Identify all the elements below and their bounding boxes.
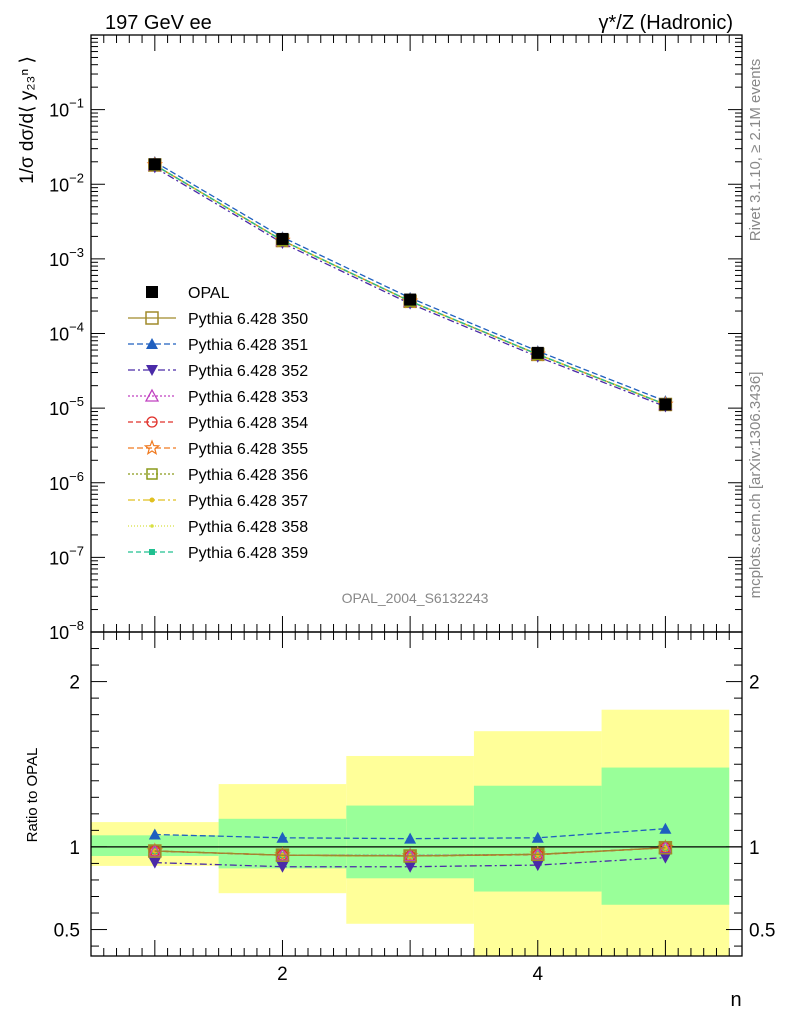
legend-entry-5: Pythia 6.428 354 [128,415,308,432]
ratio-point-1-2 [275,848,290,862]
main-ytick-label-4: 10−4 [49,320,84,345]
legend-entry-6: Pythia 6.428 355 [128,439,308,458]
rivet-label: Rivet 3.1.10, ≥ 2.1M events [747,59,764,242]
legend-entry-10: Pythia 6.428 359 [128,545,308,562]
header-left: 197 GeV ee [105,12,212,34]
axes: 10−1 10−2 10−3 10−4 10−5 10−6 10−7 10−8 2 4 0.5 0.5… [49,34,775,985]
legend-entry-3: Pythia 6.428 352 [128,363,308,380]
legend-entry-1: Pythia 6.428 350 [128,311,308,328]
legend-label-8: Pythia 6.428 357 [188,493,308,510]
point-0-3 [404,293,417,306]
legend-marker-10 [149,549,155,555]
ratio-series-2 [148,822,672,844]
legend-label-10: Pythia 6.428 359 [188,545,308,562]
legend-label-0: OPAL [188,285,230,302]
legend-entry-9: Pythia 6.428 358 [128,519,308,536]
legend-label-3: Pythia 6.428 352 [188,363,308,380]
legend-label-6: Pythia 6.428 355 [188,441,308,458]
point-0-5 [659,398,672,411]
ratio-point-3-2 [276,861,289,873]
legend-entry-7: Pythia 6.428 356 [128,467,308,484]
legend-label-2: Pythia 6.428 351 [188,337,308,354]
legend-entry-4: Pythia 6.428 353 [128,388,308,406]
ratio-point-2-4 [531,831,544,843]
legend-marker-2 [146,338,158,349]
ratio-series-3 [148,852,672,873]
legend-label-7: Pythia 6.428 356 [188,467,308,484]
x-axis-label: n [730,989,741,1011]
ratio-point-2-1 [148,828,161,840]
watermark: OPAL_2004_S6132243 [342,590,489,606]
main-ytick-label-3: 10−3 [49,245,84,270]
ratio-point-4-3 [403,848,418,862]
ratio-point-2-2 [276,831,289,843]
ratio-ylabel: Ratio to OPAL [24,748,41,843]
ratio-point-1-3 [403,849,417,863]
legend-marker-7 [146,468,158,480]
ratio-point-1-4 [531,847,545,862]
main-series [146,155,674,413]
ratio-point-3-4 [531,860,544,872]
xtick-label-1: 2 [277,964,288,985]
legend-label-4: Pythia 6.428 353 [188,389,308,406]
legend: OPAL Pythia 6.428 350 Pythia 6.428 351 Pyth… [128,285,308,562]
ratio-series [91,822,742,873]
mcplots-label: mcplots.cern.ch [arXiv:1306.3436] [747,372,764,599]
legend-marker-5 [146,416,158,428]
legend-label-1: Pythia 6.428 350 [188,311,308,328]
ratio-ytick-label-right-3: 2 [749,673,760,694]
ratio-line-1 [154,847,666,857]
ratio-point-1-5 [658,840,673,855]
ratio-ytick-label-left-2: 1 [69,838,80,859]
ratio-bands [91,709,730,956]
point-0-1 [148,158,161,171]
legend-marker-3 [146,365,158,376]
legend-marker-6 [143,439,161,456]
point-0-2 [276,232,289,245]
main-ytick-label-6: 10−6 [49,469,84,494]
main-ytick-label-1: 10−1 [49,96,84,121]
ratio-point-2-5 [659,822,672,834]
legend-marker-4 [144,388,160,402]
legend-label-5: Pythia 6.428 354 [188,415,308,432]
ratio-point-1-1 [148,844,162,858]
header-right: γ*/Z (Hadronic) [599,12,733,34]
main-frame [90,34,743,633]
main-ytick-label-2: 10−2 [49,170,84,195]
legend-marker-8 [149,497,155,503]
point-0-4 [531,346,544,359]
ratio-ytick-label-left-3: 2 [69,673,80,694]
xtick-label-2: 4 [532,964,543,985]
legend-marker-9 [150,524,154,528]
ratio-point-3-3 [404,861,417,873]
main-ytick-label-5: 10−5 [49,394,84,419]
ratio-point-2-3 [404,832,417,844]
legend-entry-2: Pythia 6.428 351 [128,337,308,354]
legend-entry-8: Pythia 6.428 357 [128,493,308,510]
ratio-series-1 [148,840,673,863]
ratio-ytick-label-right-2: 1 [749,838,760,859]
legend-entry-0: OPAL [146,285,230,302]
ratio-point-6-4 [529,845,547,862]
main-ytick-label-7: 10−7 [49,543,84,568]
ratio-point-3-1 [148,857,161,869]
ratio-point-3-5 [659,852,672,864]
legend-marker-1 [145,311,159,325]
ratio-ytick-label-right-1: 0.5 [749,921,775,942]
legend-marker-0 [146,286,158,298]
ratio-ytick-label-left-1: 0.5 [54,921,80,942]
series-0 [148,158,672,411]
main-ytick-label-8: 10−8 [49,618,84,643]
ratio-frame [90,631,743,957]
legend-label-9: Pythia 6.428 358 [188,519,308,536]
main-ylabel: 1/σ dσ/d⟨ y₂₃ⁿ ⟩ [17,56,38,184]
stat-band-5 [601,767,730,905]
